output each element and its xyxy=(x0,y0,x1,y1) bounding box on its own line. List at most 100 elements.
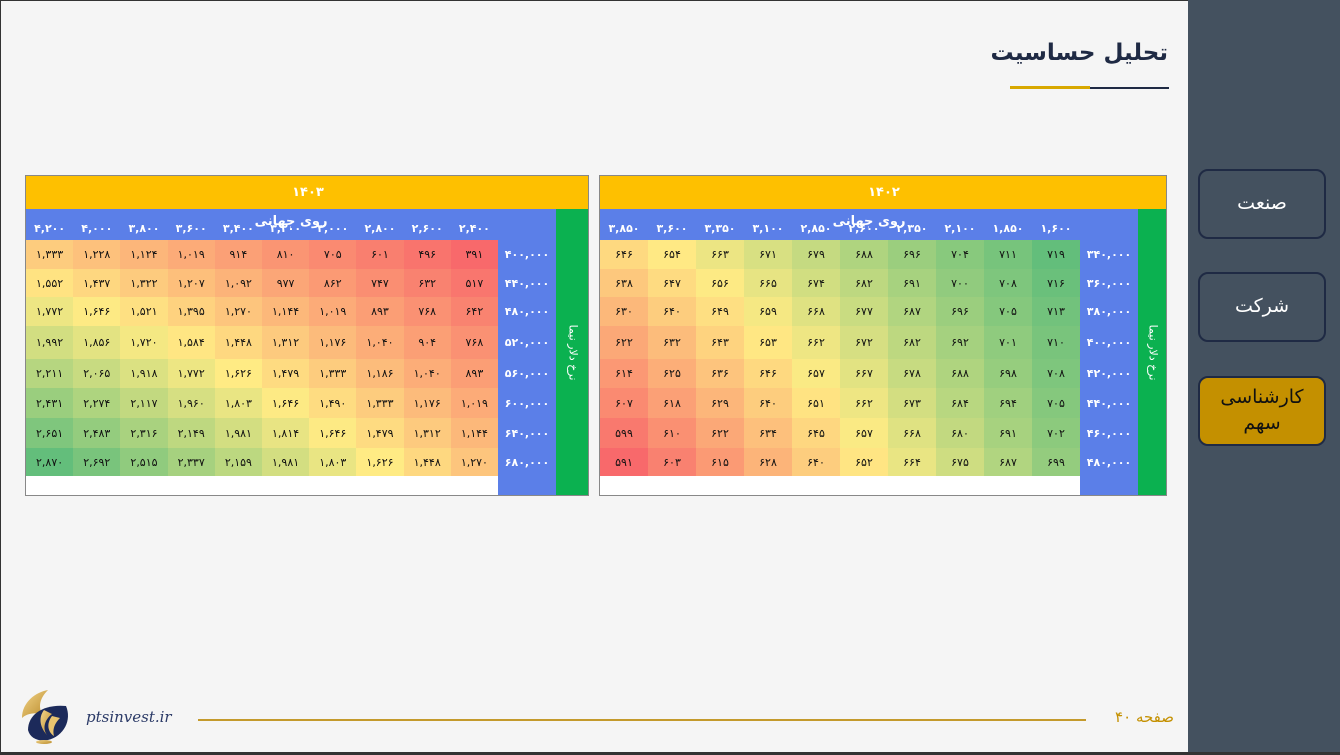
table-cell: ۲,۴۳۱ xyxy=(26,388,74,418)
table-year-header: ۱۴۰۲ xyxy=(600,176,1166,209)
table-cell: ۶۳۶ xyxy=(696,359,744,388)
table-cell: ۵۱۷ xyxy=(450,269,498,297)
row-header: ۳۶۰,۰۰۰ xyxy=(1086,276,1132,290)
table-cell: ۱,۹۸۱ xyxy=(214,418,262,448)
table-cell: ۱,۴۴۸ xyxy=(403,448,451,476)
row-header: ۴۸۰,۰۰۰ xyxy=(1086,455,1132,469)
table-cell: ۶۲۸ xyxy=(744,448,792,476)
table-cell: ۱,۸۰۳ xyxy=(214,388,262,418)
column-title: روی جهانی xyxy=(832,214,906,229)
table-cell: ۶۷۵ xyxy=(936,448,984,476)
column-header-band xyxy=(26,209,556,240)
table-cell: ۱,۹۶۰ xyxy=(167,388,215,418)
table-cell: ۶۸۸ xyxy=(936,359,984,388)
table-cell: ۶۶۲ xyxy=(792,326,840,359)
table-cell: ۲,۳۱۶ xyxy=(120,418,168,448)
table-year-header: ۱۴۰۳ xyxy=(26,176,588,209)
table-cell: ۱,۷۷۲ xyxy=(167,359,215,388)
table-cell: ۷۰۵ xyxy=(984,297,1032,326)
table-cell: ۵۹۱ xyxy=(600,448,648,476)
row-header: ۴۸۰,۰۰۰ xyxy=(504,305,550,318)
page-title: تحلیل حساسیت xyxy=(990,40,1169,66)
nav-stock-valuation-button[interactable]: کارشناسی سهم xyxy=(1198,376,1326,446)
table-cell: ۶۴۳ xyxy=(696,326,744,359)
column-header: ۲,۶۰۰ xyxy=(848,221,880,235)
table-cell: ۱,۶۴۶ xyxy=(262,388,310,418)
column-header: ۲,۸۰۰ xyxy=(364,221,396,235)
table-cell: ۲,۱۵۹ xyxy=(214,448,262,476)
title-underline-navy xyxy=(1088,87,1169,89)
title-underline-gold xyxy=(1010,86,1090,89)
table-cell: ۷۰۱ xyxy=(984,326,1032,359)
column-header: ۳,۱۰۰ xyxy=(752,221,784,235)
table-cell: ۱,۳۳۳ xyxy=(356,388,404,418)
column-title: روی جهانی xyxy=(254,214,328,229)
column-header: ۳,۶۰۰ xyxy=(656,221,688,235)
table-cell: ۸۶۲ xyxy=(309,269,357,297)
table-cell: ۷۱۹ xyxy=(1032,240,1080,269)
table-cell: ۱,۵۵۲ xyxy=(26,269,74,297)
column-header: ۲,۸۵۰ xyxy=(800,221,832,235)
table-cell: ۱,۸۰۳ xyxy=(309,448,357,476)
table-cell: ۱,۱۴۴ xyxy=(262,297,310,326)
table-cell: ۷۰۸ xyxy=(984,269,1032,297)
table-cell: ۷۰۵ xyxy=(309,240,357,269)
row-title-band xyxy=(1138,209,1166,495)
table-cell: ۶۱۰ xyxy=(648,418,696,448)
table-cell: ۹۱۴ xyxy=(214,240,262,269)
table-cell: ۱,۴۹۰ xyxy=(309,388,357,418)
table-cell: ۶۶۵ xyxy=(744,269,792,297)
row-header: ۴۴۰,۰۰۰ xyxy=(504,276,550,290)
sensitivity-table-1403: ۱۴۰۳ روی جهانی نرخ دلار نیما ۲,۴۰۰ ۲,۶۰۰ ۲… xyxy=(25,175,589,496)
table-cell: ۷۰۵ xyxy=(1032,388,1080,418)
table-cell: ۱,۶۲۶ xyxy=(214,359,262,388)
table-cell: ۶۸۷ xyxy=(984,448,1032,476)
column-header: ۴,۲۰۰ xyxy=(34,221,66,235)
table-cell: ۶۸۰ xyxy=(936,418,984,448)
row-title-band xyxy=(556,209,588,495)
frame-bottom-border xyxy=(0,752,1340,755)
table-cell: ۱,۳۱۲ xyxy=(403,418,451,448)
table-cell: ۱,۰۱۹ xyxy=(309,297,357,326)
row-header: ۴۰۰,۰۰۰ xyxy=(504,248,550,261)
table-cell: ۶۰۳ xyxy=(648,448,696,476)
pts-logo-icon xyxy=(22,690,68,744)
nav-industry-button[interactable]: صنعت xyxy=(1198,169,1326,239)
table-cell: ۸۹۳ xyxy=(356,297,404,326)
column-header: ۳,۶۰۰ xyxy=(175,221,207,235)
table-cell: ۶۸۲ xyxy=(840,269,888,297)
table-cell: ۷۰۴ xyxy=(936,240,984,269)
table-cell: ۱,۰۴۰ xyxy=(356,326,404,359)
table-cell: ۷۰۰ xyxy=(936,269,984,297)
table-cell: ۱,۰۱۹ xyxy=(167,240,215,269)
table-cell: ۱,۳۲۲ xyxy=(120,269,168,297)
table-cell: ۶۴۷ xyxy=(648,269,696,297)
table-cell: ۶۵۱ xyxy=(792,388,840,418)
column-header: ۱,۸۵۰ xyxy=(992,221,1024,235)
table-cell: ۶۶۳ xyxy=(696,240,744,269)
table-cell: ۶۲۲ xyxy=(696,418,744,448)
table-cell: ۱,۱۷۶ xyxy=(309,326,357,359)
table-cell: ۶۷۱ xyxy=(744,240,792,269)
table-cell: ۶۰۱ xyxy=(356,240,404,269)
nav-company-button[interactable]: شرکت xyxy=(1198,272,1326,342)
website-link[interactable]: ptsinvest.ir xyxy=(86,708,172,726)
table-cell: ۸۱۰ xyxy=(262,240,310,269)
row-header: ۵۶۰,۰۰۰ xyxy=(504,367,550,380)
table-cell: ۷۰۲ xyxy=(1032,418,1080,448)
table-cell: ۶۵۷ xyxy=(792,359,840,388)
table-cell: ۶۱۸ xyxy=(648,388,696,418)
table-cell: ۶۹۸ xyxy=(984,359,1032,388)
table-cell: ۷۶۸ xyxy=(450,326,498,359)
column-header: ۳,۴۰۰ xyxy=(222,221,254,235)
table-cell: ۶۷۷ xyxy=(840,297,888,326)
table-cell: ۶۹۱ xyxy=(888,269,936,297)
table-cell: ۲,۸۷۰ xyxy=(26,448,74,476)
table-cell: ۶۷۳ xyxy=(888,388,936,418)
table-cell: ۶۲۵ xyxy=(648,359,696,388)
table-cell: ۱,۴۳۷ xyxy=(73,269,121,297)
table-cell: ۱,۱۸۶ xyxy=(356,359,404,388)
table-cell: ۴۹۶ xyxy=(403,240,451,269)
row-header: ۶۸۰,۰۰۰ xyxy=(504,455,550,469)
column-header: ۴,۰۰۰ xyxy=(81,221,113,235)
